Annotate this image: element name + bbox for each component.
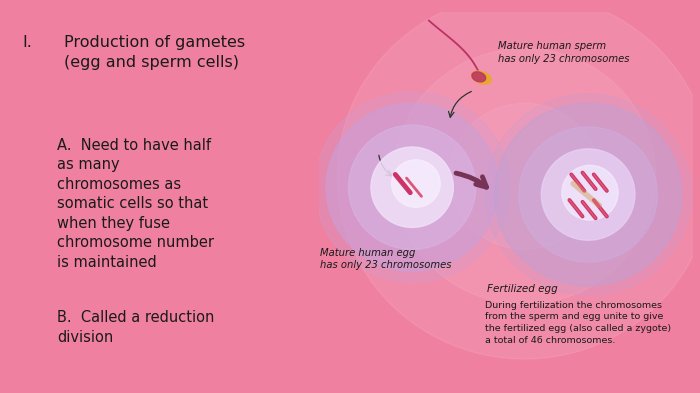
Text: Mature human sperm
has only 23 chromosomes: Mature human sperm has only 23 chromosom… — [498, 41, 630, 64]
Circle shape — [315, 92, 510, 282]
Circle shape — [326, 103, 498, 271]
Text: Fertilized egg: Fertilized egg — [487, 284, 558, 294]
Text: A.  Need to have half
as many
chromosomes as
somatic cells so that
when they fus: A. Need to have half as many chromosomes… — [57, 138, 214, 270]
Text: B.  Called a reduction
division: B. Called a reduction division — [57, 310, 215, 345]
Circle shape — [449, 103, 599, 249]
Ellipse shape — [472, 72, 486, 82]
Circle shape — [494, 103, 682, 286]
Circle shape — [391, 160, 440, 208]
Text: Production of gametes
(egg and sperm cells): Production of gametes (egg and sperm cel… — [64, 35, 245, 70]
Circle shape — [519, 127, 657, 262]
Circle shape — [541, 149, 635, 240]
Circle shape — [562, 165, 618, 220]
Circle shape — [393, 48, 656, 304]
Circle shape — [337, 0, 700, 359]
Circle shape — [349, 125, 476, 249]
Circle shape — [485, 94, 691, 295]
Circle shape — [371, 147, 454, 228]
Text: Mature human egg
has only 23 chromosomes: Mature human egg has only 23 chromosomes — [321, 248, 452, 270]
Ellipse shape — [472, 71, 491, 84]
Text: During fertilization the chromosomes
from the sperm and egg unite to give
the fe: During fertilization the chromosomes fro… — [485, 301, 671, 345]
Text: I.: I. — [22, 35, 32, 50]
